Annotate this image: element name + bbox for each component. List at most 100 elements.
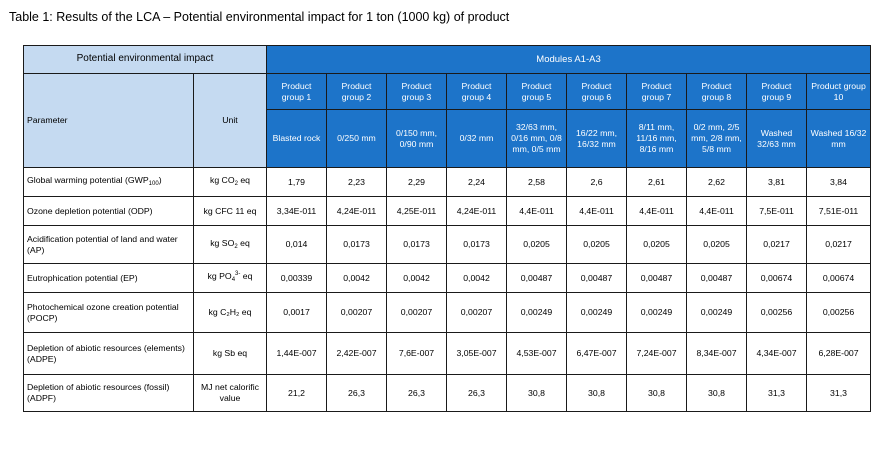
parameter-text: Eutrophication potential (EP): [27, 272, 138, 283]
value-cell: 0,0217: [805, 225, 872, 264]
product-group-header: Product group 4: [446, 73, 507, 110]
size-fraction-header: Blasted rock: [266, 109, 327, 168]
value-cell: 3,81: [746, 167, 807, 197]
size-fraction-header: 0/32 mm: [446, 109, 507, 168]
value-cell: 0,00249: [566, 292, 627, 333]
table-row: Photochemical ozone creation potential (…: [23, 292, 872, 333]
value-cell: 4,4E-011: [626, 196, 687, 226]
unit-cell: kg CO2 eq: [193, 167, 267, 197]
value-cell: 0,00249: [626, 292, 687, 333]
value-cell: 21,2: [266, 374, 327, 412]
parameter-text: Global warming potential (GWP: [27, 175, 149, 186]
value-cell: 2,29: [386, 167, 447, 197]
value-cell: 4,4E-011: [686, 196, 747, 226]
value-cell: 0,0042: [326, 263, 387, 293]
lca-results-table: Potential environmental impact Modules A…: [23, 45, 872, 412]
value-cell: 0,00339: [266, 263, 327, 293]
unit-text: kg CO: [209, 175, 235, 186]
parameter-text: Depletion of abiotic resources (fossil) …: [27, 382, 170, 403]
unit-cell: kg Sb eq: [193, 332, 267, 375]
value-cell: 4,4E-011: [566, 196, 627, 226]
value-cell: 4,34E-007: [746, 332, 807, 375]
parameter-cell: Global warming potential (GWP100): [23, 167, 194, 197]
size-fraction-header: Washed 32/63 mm: [746, 109, 807, 168]
value-cell: 3,05E-007: [446, 332, 507, 375]
value-cell: 2,6: [566, 167, 627, 197]
value-cell: 30,8: [566, 374, 627, 412]
value-cell: 0,00207: [386, 292, 447, 333]
unit-text: kg Sb eq: [212, 348, 248, 359]
unit-text: MJ net calorific value: [201, 382, 259, 403]
value-cell: 7,6E-007: [386, 332, 447, 375]
value-cell: 0,0205: [626, 225, 687, 264]
value-cell: 26,3: [326, 374, 387, 412]
value-cell: 2,58: [506, 167, 567, 197]
unit-cell: kg SO2 eq: [193, 225, 267, 264]
parameter-text-end: ): [158, 175, 162, 186]
value-cell: 0,00487: [506, 263, 567, 293]
value-cell: 0,0217: [746, 225, 807, 264]
value-cell: 1,79: [266, 167, 327, 197]
unit-text: kg SO: [210, 237, 235, 248]
parameter-text: Acidification potential of land and wate…: [27, 233, 178, 255]
parameter-cell: Eutrophication potential (EP): [23, 263, 194, 293]
table-row: Ozone depletion potential (ODP) kg CFC 11…: [23, 196, 872, 226]
value-cell: 3,34E-011: [266, 196, 327, 226]
unit-subscript: 2: [234, 181, 238, 188]
value-cell: 0,00256: [805, 292, 872, 333]
value-cell: 4,4E-011: [506, 196, 567, 226]
value-cell: 0,00256: [746, 292, 807, 333]
size-fraction-header: 0/250 mm: [326, 109, 387, 168]
unit-cell: kg PO43- eq: [193, 263, 267, 293]
unit-cell: kg C₂H₂ eq: [193, 292, 267, 333]
table-row: Depletion of abiotic resources (elements…: [23, 332, 872, 375]
table-caption: Table 1: Results of the LCA – Potential …: [9, 10, 510, 24]
value-cell: 7,51E-011: [805, 196, 872, 226]
unit-header: Unit: [193, 73, 267, 168]
product-group-header: Product group 6: [566, 73, 627, 110]
impact-title-header: Potential environmental impact: [23, 45, 267, 74]
unit-text-end: eq: [237, 175, 251, 186]
value-cell: 2,23: [326, 167, 387, 197]
value-cell: 6,28E-007: [805, 332, 872, 375]
value-cell: 7,5E-011: [746, 196, 807, 226]
value-cell: 31,3: [746, 374, 807, 412]
size-fraction-header: Washed 16/32 mm: [805, 109, 872, 168]
parameter-text: Depletion of abiotic resources (elements…: [27, 342, 185, 364]
size-fraction-header: 0/150 mm, 0/90 mm: [386, 109, 447, 168]
value-cell: 26,3: [386, 374, 447, 412]
product-group-header: Product group 9: [746, 73, 807, 110]
product-group-header: Product group 2: [326, 73, 387, 110]
value-cell: 0,0173: [326, 225, 387, 264]
modules-header: Modules A1-A3: [265, 45, 872, 74]
size-fraction-header: 32/63 mm, 0/16 mm, 0/8 mm, 0/5 mm: [506, 109, 567, 168]
table-row: Eutrophication potential (EP) kg PO43- eq…: [23, 263, 872, 293]
parameter-text: Ozone depletion potential (ODP): [27, 205, 153, 216]
parameter-cell: Acidification potential of land and wate…: [23, 225, 194, 264]
product-group-header: Product group 8: [686, 73, 747, 110]
table-row: Acidification potential of land and wate…: [23, 225, 872, 264]
value-cell: 26,3: [446, 374, 507, 412]
value-cell: 30,8: [626, 374, 687, 412]
parameter-cell: Depletion of abiotic resources (fossil) …: [23, 374, 194, 412]
value-cell: 4,24E-011: [326, 196, 387, 226]
product-group-row: Parameter Unit Product group 1 Product g…: [23, 73, 872, 168]
value-cell: 4,24E-011: [446, 196, 507, 226]
product-group-header: Product group 5: [506, 73, 567, 110]
value-cell: 4,25E-011: [386, 196, 447, 226]
parameter-header: Parameter: [23, 73, 194, 168]
value-cell: 0,00249: [506, 292, 567, 333]
value-cell: 4,53E-007: [506, 332, 567, 375]
product-group-header: Product group 3: [386, 73, 447, 110]
value-cell: 0,00207: [326, 292, 387, 333]
parameter-cell: Ozone depletion potential (ODP): [23, 196, 194, 226]
value-cell: 7,24E-007: [626, 332, 687, 375]
value-cell: 1,44E-007: [266, 332, 327, 375]
value-cell: 30,8: [686, 374, 747, 412]
unit-cell: MJ net calorific value: [193, 374, 267, 412]
size-fraction-header: 8/11 mm, 11/16 mm, 8/16 mm: [626, 109, 687, 168]
size-fraction-header: 16/22 mm, 16/32 mm: [566, 109, 627, 168]
value-cell: 0,00249: [686, 292, 747, 333]
value-cell: 2,42E-007: [326, 332, 387, 375]
product-group-header: Product group 10: [805, 73, 872, 110]
